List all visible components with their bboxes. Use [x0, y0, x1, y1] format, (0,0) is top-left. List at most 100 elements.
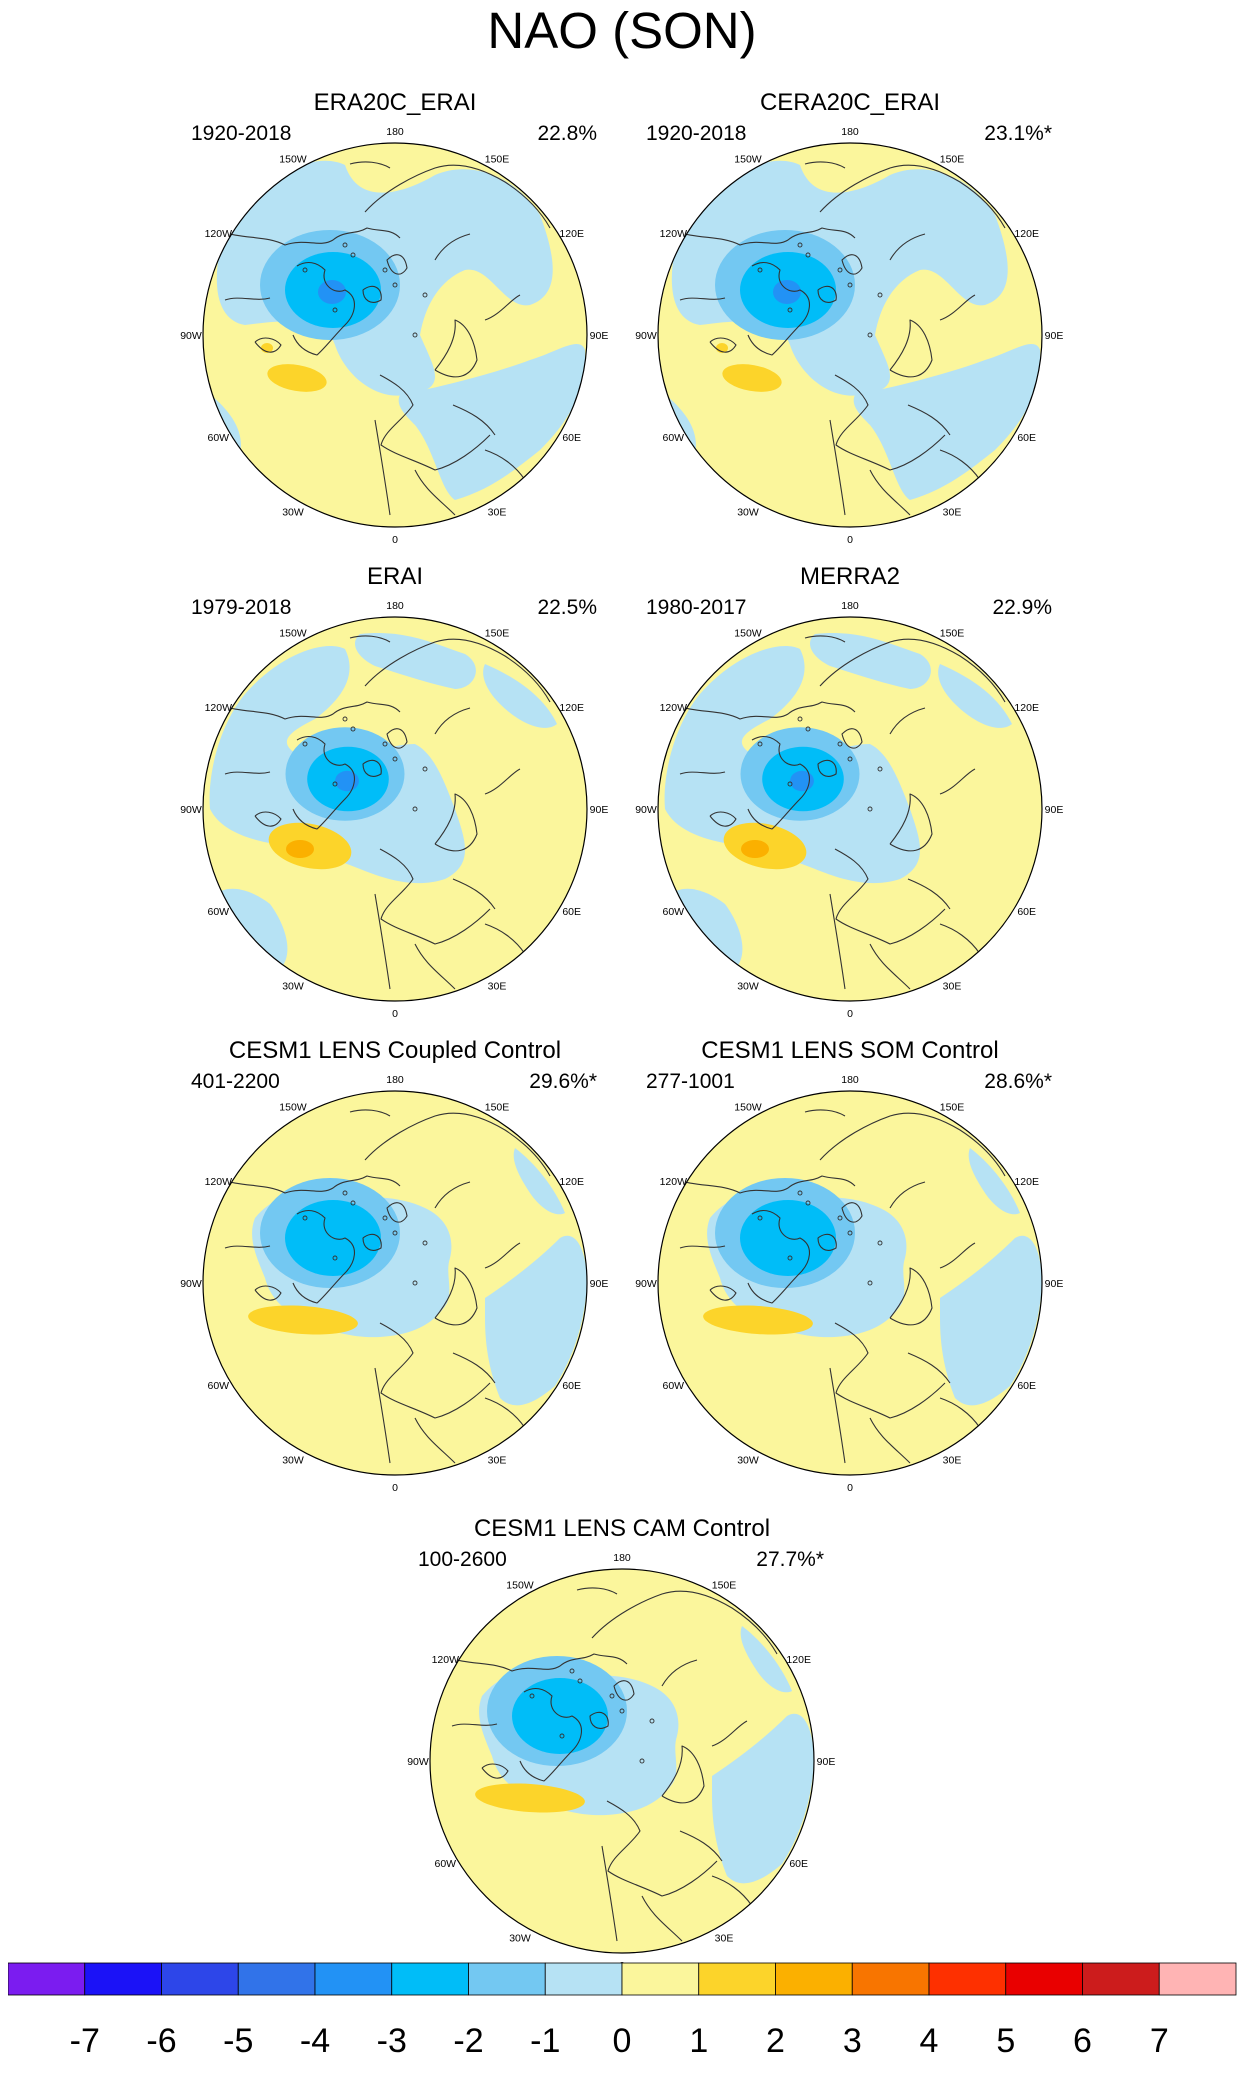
longitude-label-150w: 150W — [279, 1101, 307, 1113]
panel-title: CESM1 LENS CAM Control — [473, 1515, 771, 1542]
colorbar-swatch — [775, 1962, 853, 1996]
colorbar-swatch — [84, 1962, 162, 1996]
longitude-label-180: 180 — [841, 126, 859, 138]
map-border — [202, 142, 588, 528]
panel-era20c-erai: ERA20C_ERAI 180 150E 120E 90E 60E 30E 0 30W 60W 90… — [180, 88, 608, 546]
colorbar — [8, 1962, 1237, 1996]
colorbar-swatch — [851, 1962, 930, 1996]
panel-years: 401-2200 — [191, 1070, 280, 1093]
panel-merra2: MERRA2 180 150E 120E 90E 60E 30E 0 30W 60W 90W 120W… — [635, 562, 1063, 1020]
longitude-label-120e: 120E — [1014, 228, 1039, 240]
longitude-label-150w: 150W — [734, 627, 762, 639]
longitude-label-180: 180 — [841, 600, 859, 612]
longitude-label-30w: 30W — [509, 1933, 531, 1945]
longitude-label-120e: 120E — [1014, 702, 1039, 714]
map-border — [657, 142, 1043, 528]
colorbar-swatch — [161, 1962, 239, 1996]
longitude-label-150e: 150E — [940, 153, 965, 165]
longitude-label-60e: 60E — [562, 906, 581, 918]
longitude-label-30w: 30W — [282, 507, 304, 519]
polar-map: 180 150E 120E 90E 60E 30E 0 30W 60W 90W 120W 150W — [635, 1074, 1063, 1494]
colorbar-swatch — [698, 1962, 776, 1996]
longitude-label-0: 0 — [847, 534, 853, 546]
colorbar-tick-label: 5 — [996, 2022, 1016, 2060]
longitude-label-120w: 120W — [205, 228, 233, 240]
longitude-label-90e: 90E — [590, 330, 609, 342]
colorbar-swatch — [1005, 1962, 1083, 1996]
longitude-label-30e: 30E — [715, 1933, 734, 1945]
longitude-label-120w: 120W — [660, 702, 688, 714]
longitude-label-150e: 150E — [485, 153, 510, 165]
longitude-label-150w: 150W — [506, 1579, 534, 1591]
longitude-label-180: 180 — [613, 1552, 631, 1564]
longitude-label-60e: 60E — [562, 432, 581, 444]
panel-years: 100-2600 — [418, 1548, 507, 1571]
colorbar-tick-label: -3 — [376, 2022, 407, 2060]
panel-cesm1-som-control: CESM1 LENS SOM Control 180 150E 120E 90E 60E 3… — [635, 1036, 1063, 1494]
longitude-label-90e: 90E — [1045, 330, 1064, 342]
panel-years: 1979-2018 — [191, 596, 292, 619]
longitude-label-30w: 30W — [737, 981, 759, 993]
map-border — [657, 1090, 1043, 1476]
longitude-label-120w: 120W — [660, 1176, 688, 1188]
figure-title: NAO (SON) — [487, 2, 757, 59]
polar-map: 180 150E 120E 90E 60E 30E 0 30W 60W 90W 120W 150W — [180, 1074, 608, 1494]
longitude-label-30e: 30E — [943, 507, 962, 519]
longitude-label-60e: 60E — [562, 1380, 581, 1392]
longitude-label-150w: 150W — [734, 153, 762, 165]
longitude-label-150w: 150W — [734, 1101, 762, 1113]
longitude-label-180: 180 — [386, 600, 404, 612]
polar-map: 180 150E 120E 90E 60E 30E 0 30W 60W 90W 120W 150W — [635, 126, 1063, 546]
longitude-label-90e: 90E — [1045, 804, 1064, 816]
longitude-label-60w: 60W — [208, 1380, 230, 1392]
panel-years: 1980-2017 — [646, 596, 747, 619]
longitude-label-150e: 150E — [485, 627, 510, 639]
panel-cera20c-erai: CERA20C_ERAI 180 150E 120E 90E 60E 30E 0 30W 60W 9… — [635, 88, 1063, 546]
panel-title: MERRA2 — [799, 563, 901, 590]
anomaly-shading — [664, 633, 1012, 990]
longitude-label-90w: 90W — [180, 330, 202, 342]
longitude-label-0: 0 — [392, 1008, 398, 1020]
panel-percent: 27.7%* — [756, 1548, 824, 1571]
longitude-label-0: 0 — [392, 534, 398, 546]
longitude-label-120w: 120W — [660, 228, 688, 240]
longitude-label-180: 180 — [386, 126, 404, 138]
colorbar-swatch — [237, 1962, 316, 1996]
longitude-label-150w: 150W — [279, 627, 307, 639]
longitude-label-120w: 120W — [205, 1176, 233, 1188]
anomaly-shading — [205, 160, 586, 516]
panel-title: CESM1 LENS SOM Control — [701, 1037, 999, 1064]
panel-percent: 23.1%* — [984, 122, 1052, 145]
longitude-label-60e: 60E — [789, 1858, 808, 1870]
longitude-label-30w: 30W — [737, 507, 759, 519]
panel-years: 1920-2018 — [646, 122, 747, 145]
colorbar-swatch — [928, 1962, 1007, 1996]
longitude-label-120e: 120E — [786, 1654, 811, 1666]
colorbar-swatch — [391, 1962, 469, 1996]
longitude-label-90w: 90W — [180, 1278, 202, 1290]
colorbar-tick-label: -4 — [299, 2022, 331, 2060]
longitude-label-120e: 120E — [1014, 1176, 1039, 1188]
longitude-label-30e: 30E — [488, 507, 507, 519]
longitude-label-0: 0 — [847, 1482, 853, 1494]
panel-percent: 22.8% — [537, 122, 597, 145]
longitude-label-180: 180 — [386, 1074, 404, 1086]
longitude-label-90w: 90W — [635, 330, 657, 342]
colorbar-swatch — [621, 1962, 700, 1996]
panel-cesm1-cam-control: CESM1 LENS CAM Control 180 150E 120E 90E 60E 3… — [407, 1514, 835, 1972]
colorbar-tick-label: 1 — [689, 2022, 709, 2060]
map-border — [429, 1568, 815, 1954]
panel-title: ERA20C_ERAI — [313, 89, 477, 116]
map-border — [657, 616, 1043, 1002]
panel-percent: 29.6%* — [529, 1070, 597, 1093]
colorbar-tick-label: 4 — [919, 2022, 939, 2060]
map-border — [202, 616, 588, 1002]
colorbar-tick-label: 7 — [1149, 2022, 1169, 2060]
longitude-label-30e: 30E — [943, 1455, 962, 1467]
longitude-label-90w: 90W — [407, 1756, 429, 1768]
longitude-label-30w: 30W — [282, 1455, 304, 1467]
anomaly-shading — [441, 1587, 814, 1942]
longitude-label-60e: 60E — [1017, 432, 1036, 444]
longitude-label-90e: 90E — [1045, 1278, 1064, 1290]
colorbar-tick-label: 2 — [766, 2022, 785, 2060]
